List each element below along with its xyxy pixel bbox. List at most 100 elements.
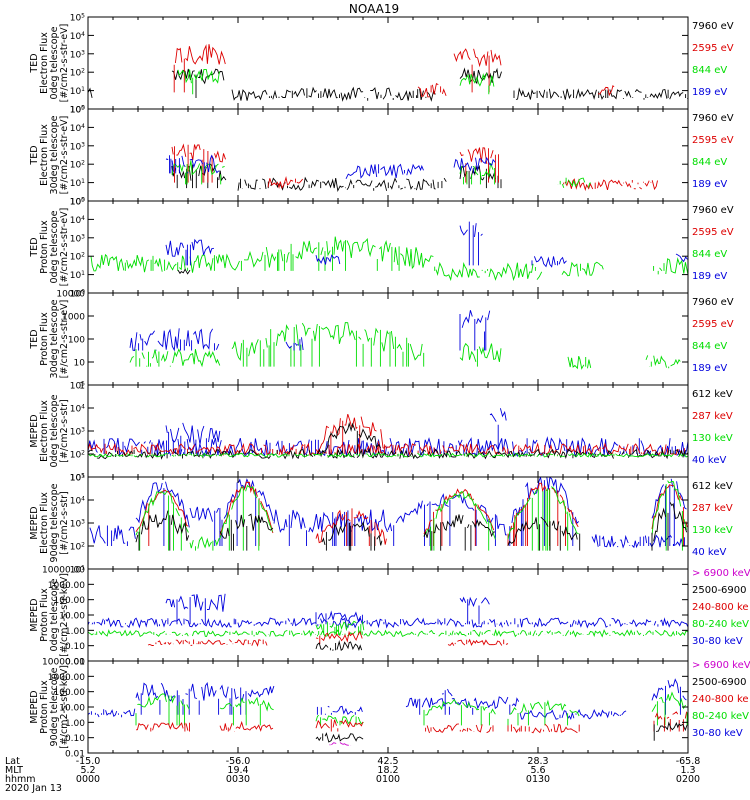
x-tick-label-hhmm: 0130 (526, 774, 550, 785)
x-tick-label-mlt: 1.3 (680, 765, 695, 776)
y-tick-label: 104 (70, 403, 85, 415)
series-blue-line (129, 310, 491, 352)
y-axis-label-line: TED (29, 53, 40, 73)
x-tick-label-mlt: 5.6 (530, 765, 545, 776)
series-blue-line (88, 593, 688, 629)
x-row-label: 2020 Jan 13 (5, 783, 62, 794)
y-axis-label-line: 90deg telescope (49, 667, 60, 746)
y-axis-label-line: [#/cm2-s-str-eV] (59, 300, 70, 379)
legend-entry: 2500-6900 (692, 585, 747, 596)
panel-ylabel: TED Electron Flux 0deg telescope [#/cm2-s-s… (29, 24, 70, 103)
y-tick-label: 102 (70, 251, 85, 263)
y-tick-label: 105 (70, 196, 85, 208)
panel-meped-p-90: 0.010.101.0010.00100.001000.0010000.00ME… (29, 658, 750, 760)
y-axis-label-line: Electron Flux (39, 400, 50, 462)
series-blue-line (165, 221, 688, 268)
y-tick-label: 101 (70, 86, 85, 98)
series-black-line (177, 268, 191, 275)
panel-frame (87, 568, 689, 662)
panel-frame (87, 660, 689, 754)
y-tick-label: 100.00 (54, 688, 86, 698)
y-axis-label-line: MEPED (29, 414, 40, 447)
y-tick-label: 1.00 (65, 627, 85, 637)
y-axis-label-line: Electron Flux (39, 124, 50, 186)
series-green-line (171, 160, 592, 188)
y-tick-label: 100 (70, 288, 85, 300)
series-red-line (135, 481, 688, 546)
legend-entry: 189 eV (692, 271, 727, 282)
x-tick-label-lat: -65.8 (676, 756, 701, 767)
legend-entry: 612 keV (692, 481, 733, 492)
y-tick-label: 0.10 (65, 642, 85, 652)
panel-ylabel: TED Electron Flux 30deg telescope [#/cm2-s-… (29, 115, 70, 194)
y-tick-label: 105 (70, 380, 85, 392)
x-row-label: hhmm (5, 774, 36, 785)
y-tick-label: 10.00 (59, 704, 85, 714)
y-tick-label: 103 (70, 426, 85, 438)
y-axis-label-line: MEPED (29, 690, 40, 723)
legend-entry: > 6900 keV (692, 568, 750, 579)
x-row-label: MLT (5, 765, 23, 776)
x-tick-label-lat: -56.0 (226, 756, 251, 767)
panel-ylabel: TED Proton Flux 0deg telescope [#/cm2-s-str… (29, 208, 70, 287)
y-axis-label-line: Proton Flux (39, 680, 50, 734)
y-axis-label-line: TED (29, 237, 40, 257)
y-axis-label-line: 0deg telescope (49, 578, 60, 651)
y-tick-label: 100 (68, 336, 85, 346)
legend-entry: 844 eV (692, 157, 727, 168)
y-axis-label-line: [#/cm2-s-str] (59, 491, 70, 554)
legend-entry: 7960 eV (692, 21, 734, 32)
legend-entry: 287 keV (692, 411, 733, 422)
legend-entry: 130 keV (692, 433, 733, 444)
panel-meped-p-0: 0.010.101.0010.00100.001000.0010000.00ME… (29, 566, 750, 668)
panel-frame (87, 200, 689, 294)
x-tick-label-lat: -15.0 (76, 756, 101, 767)
chart-title: NOAA19 (349, 2, 399, 16)
y-tick-label: 104 (70, 122, 85, 134)
legend-entry: 612 keV (692, 389, 733, 400)
x-tick-label-mlt: 5.2 (80, 765, 95, 776)
y-tick-label: 10000 (56, 290, 85, 300)
panel-ylabel: MEPED Proton Flux 90deg telescope [#/cm2-s-… (29, 665, 70, 749)
legend-entry: 7960 eV (692, 297, 734, 308)
y-axis-label-line: TED (29, 329, 40, 349)
legend-entry: 189 eV (692, 87, 727, 98)
y-axis-label-line: 0deg telescope (49, 210, 60, 283)
series-magenta-line (329, 742, 352, 746)
y-tick-label: 100.00 (54, 596, 86, 606)
x-tick-label-hhmm: 0030 (226, 774, 250, 785)
y-tick-label: 10000.00 (42, 658, 85, 668)
panel-ted-p-30-data (129, 310, 681, 370)
x-tick-label-mlt: 19.4 (227, 765, 248, 776)
legend-entry: 2595 eV (692, 227, 734, 238)
legend-entry: 2500-6900 (692, 677, 747, 688)
y-tick-label: 102 (70, 541, 85, 553)
y-tick-label: 100 (70, 104, 85, 116)
y-axis-label-line: TED (29, 145, 40, 165)
legend-entry: 80-240 keV (692, 711, 749, 722)
y-tick-label: 101 (70, 270, 85, 282)
series-red-line (147, 630, 509, 647)
series-black-line (315, 721, 688, 743)
panel-ted-e-0-data (88, 44, 688, 102)
series-green-line (177, 68, 495, 95)
series-red-line (135, 711, 688, 734)
panel-ylabel: MEPED Electron Flux 90deg telescope [#/cm2-… (29, 483, 70, 562)
panel-meped-e-0-data (88, 408, 688, 460)
x-tick-label-lat: 28.3 (527, 756, 548, 767)
y-tick-label: 1 (79, 382, 85, 392)
series-green-line (90, 236, 688, 282)
y-tick-label: 1.00 (65, 719, 85, 729)
series-black-line (88, 67, 688, 102)
y-axis-label-line: 0deg telescope (49, 394, 60, 467)
panel-ted-p-0-data (90, 221, 688, 282)
y-tick-label: 1000.00 (48, 581, 85, 591)
panel-frame (87, 476, 689, 570)
legend-entry: 2595 eV (692, 43, 734, 54)
